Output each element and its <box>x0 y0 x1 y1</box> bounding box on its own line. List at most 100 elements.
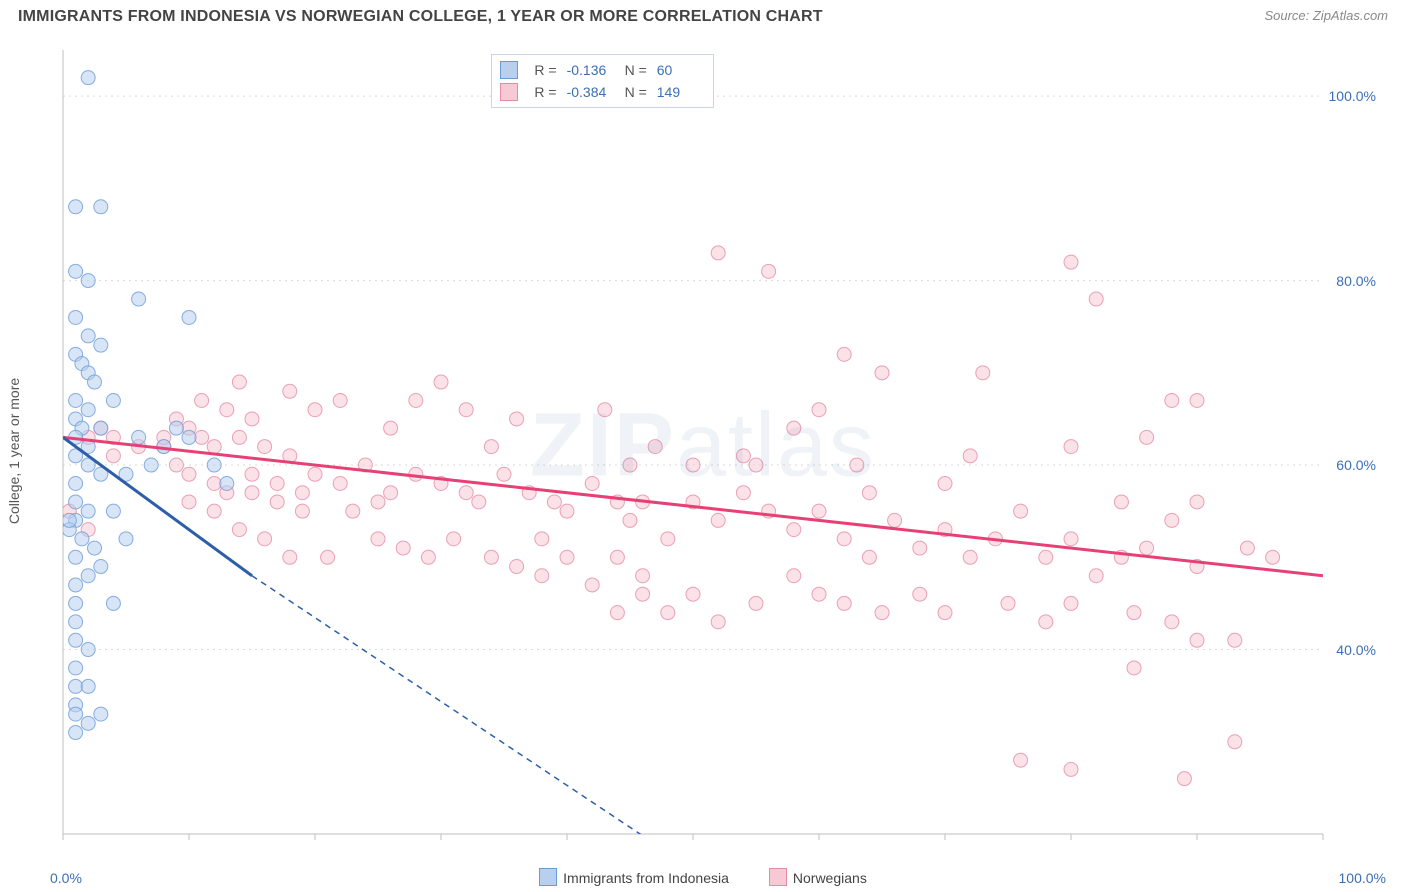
data-point <box>245 486 259 500</box>
data-point <box>421 550 435 564</box>
data-point <box>333 393 347 407</box>
swatch-a-icon <box>539 868 557 886</box>
data-point <box>119 532 133 546</box>
data-point <box>711 615 725 629</box>
data-point <box>106 449 120 463</box>
data-point <box>1165 513 1179 527</box>
data-point <box>295 504 309 518</box>
data-point <box>69 596 83 610</box>
data-point <box>232 430 246 444</box>
stats-legend-row: R =-0.136N =60 <box>500 59 704 81</box>
data-point <box>195 393 209 407</box>
data-point <box>75 532 89 546</box>
data-point <box>812 504 826 518</box>
data-point <box>661 532 675 546</box>
legend-item: Immigrants from Indonesia <box>539 868 729 886</box>
data-point <box>94 421 108 435</box>
data-point <box>346 504 360 518</box>
data-point <box>510 412 524 426</box>
data-point <box>686 458 700 472</box>
data-point <box>1114 495 1128 509</box>
data-point <box>913 587 927 601</box>
data-point <box>610 550 624 564</box>
data-point <box>384 486 398 500</box>
data-point <box>69 633 83 647</box>
data-point <box>547 495 561 509</box>
data-point <box>787 421 801 435</box>
data-point <box>447 532 461 546</box>
data-point <box>81 569 95 583</box>
data-point <box>81 679 95 693</box>
data-point <box>295 486 309 500</box>
data-point <box>963 550 977 564</box>
data-point <box>1001 596 1015 610</box>
data-point <box>1064 532 1078 546</box>
data-point <box>636 569 650 583</box>
data-point <box>94 338 108 352</box>
data-point <box>585 578 599 592</box>
data-point <box>182 310 196 324</box>
data-point <box>384 421 398 435</box>
data-point <box>1228 735 1242 749</box>
stats-legend-row: R =-0.384N =149 <box>500 81 704 103</box>
data-point <box>81 716 95 730</box>
data-point <box>1140 430 1154 444</box>
data-point <box>220 403 234 417</box>
data-point <box>220 477 234 491</box>
data-point <box>1165 615 1179 629</box>
data-point <box>81 329 95 343</box>
data-point <box>69 550 83 564</box>
data-point <box>232 523 246 537</box>
data-point <box>283 550 297 564</box>
legend-label: Immigrants from Indonesia <box>563 870 729 886</box>
data-point <box>535 569 549 583</box>
data-point <box>258 440 272 454</box>
data-point <box>1014 753 1028 767</box>
data-point <box>69 495 83 509</box>
data-point <box>711 246 725 260</box>
y-tick-label: 80.0% <box>1336 273 1376 289</box>
data-point <box>283 384 297 398</box>
data-point <box>371 532 385 546</box>
data-point <box>812 403 826 417</box>
data-point <box>686 587 700 601</box>
data-point <box>1190 393 1204 407</box>
y-tick-label: 40.0% <box>1336 642 1376 658</box>
data-point <box>144 458 158 472</box>
data-point <box>484 440 498 454</box>
data-point <box>132 292 146 306</box>
data-point <box>850 458 864 472</box>
data-point <box>787 523 801 537</box>
data-point <box>888 513 902 527</box>
chart-container: College, 1 year or more ZIPatlas 40.0%60… <box>18 40 1388 862</box>
data-point <box>976 366 990 380</box>
data-point <box>1177 772 1191 786</box>
data-point <box>636 587 650 601</box>
data-point <box>94 200 108 214</box>
data-point <box>648 440 662 454</box>
data-point <box>182 430 196 444</box>
data-point <box>308 403 322 417</box>
data-point <box>736 486 750 500</box>
data-point <box>333 477 347 491</box>
data-point <box>862 486 876 500</box>
data-point <box>245 412 259 426</box>
data-point <box>169 458 183 472</box>
swatch-a-icon <box>500 61 518 79</box>
data-point <box>207 458 221 472</box>
data-point <box>69 615 83 629</box>
data-point <box>1165 393 1179 407</box>
data-point <box>94 560 108 574</box>
data-point <box>371 495 385 509</box>
data-point <box>1266 550 1280 564</box>
data-point <box>207 504 221 518</box>
data-point <box>270 477 284 491</box>
data-point <box>88 375 102 389</box>
data-point <box>1064 255 1078 269</box>
data-point <box>459 486 473 500</box>
chart-svg <box>18 40 1388 862</box>
data-point <box>535 532 549 546</box>
data-point <box>623 458 637 472</box>
data-point <box>623 513 637 527</box>
data-point <box>1089 292 1103 306</box>
